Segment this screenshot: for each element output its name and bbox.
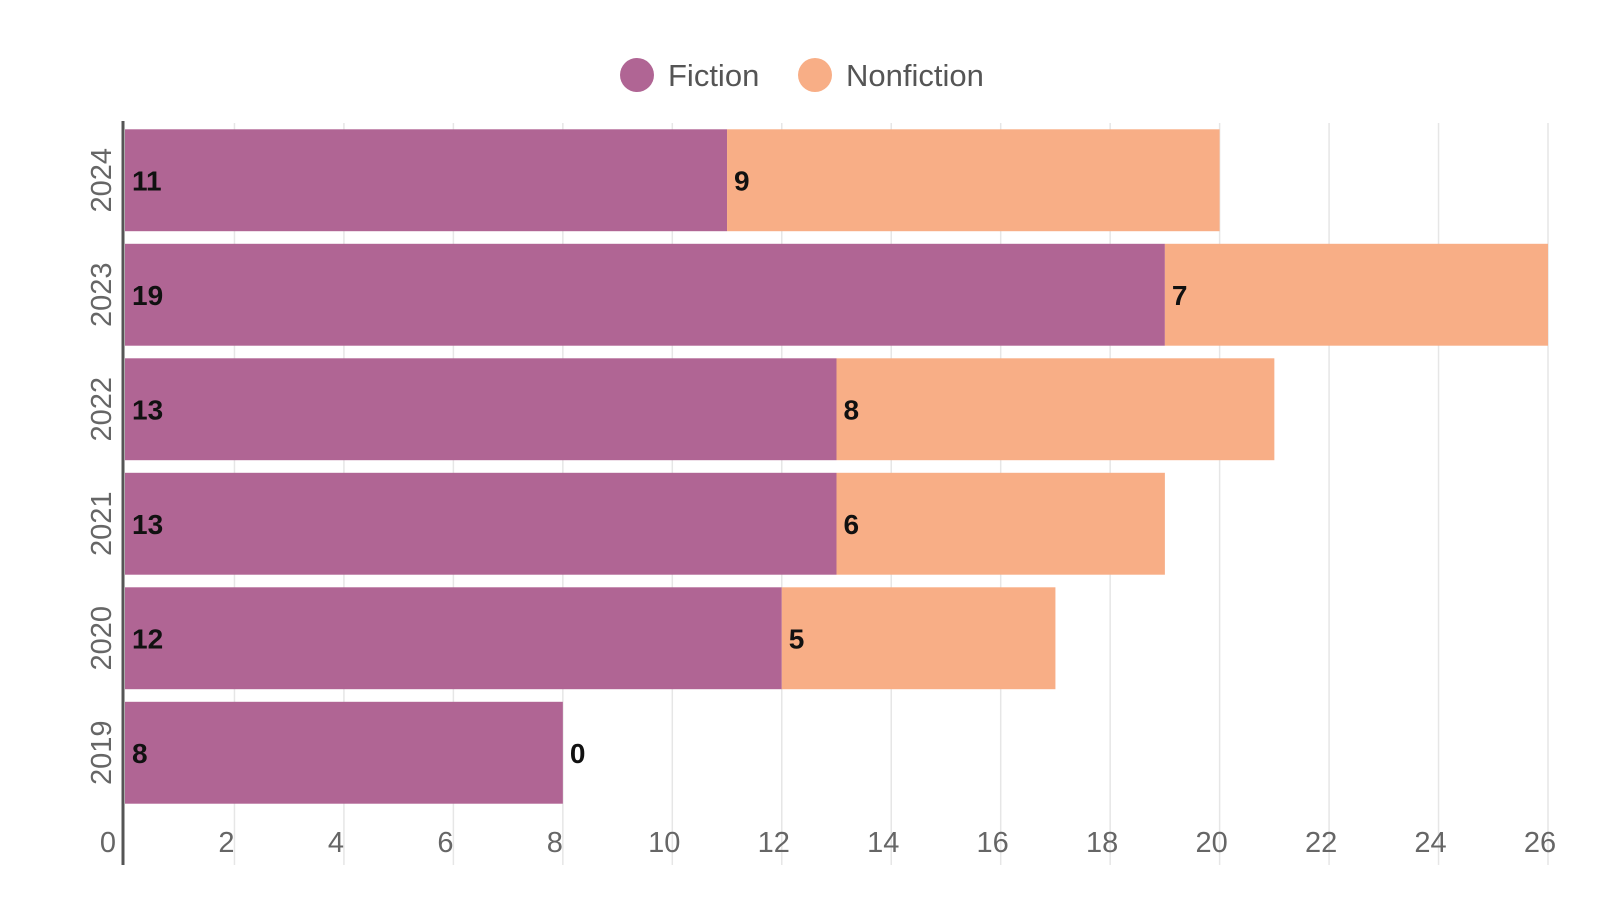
data-label-fiction-2021: 13 — [132, 509, 163, 540]
bar-nonfiction-2020 — [781, 587, 1056, 690]
x-tick-label: 24 — [1414, 827, 1446, 859]
data-label-fiction-2020: 12 — [132, 623, 163, 654]
x-tick-label: 18 — [1086, 827, 1118, 859]
bars — [125, 129, 1548, 804]
bar-nonfiction-2023 — [1164, 243, 1548, 346]
y-category-label: 2022 — [86, 377, 118, 442]
y-category-label: 2023 — [86, 262, 118, 327]
legend-item-fiction[interactable]: Fiction — [620, 58, 759, 93]
data-label-fiction-2024: 11 — [132, 165, 162, 196]
legend-item-nonfiction[interactable]: Nonfiction — [798, 58, 984, 93]
x-tick-label: 12 — [758, 827, 790, 859]
bar-fiction-2020 — [125, 587, 782, 690]
data-label-nonfiction-2024: 9 — [734, 165, 750, 196]
data-label-fiction-2023: 19 — [132, 280, 163, 311]
legend-label: Fiction — [668, 58, 759, 93]
data-label-fiction-2022: 13 — [132, 394, 163, 425]
legend-swatch — [798, 58, 832, 92]
bar-nonfiction-2021 — [836, 472, 1165, 575]
bar-nonfiction-2024 — [727, 129, 1220, 232]
legend: Fiction Nonfiction — [620, 58, 984, 93]
y-category-label: 2024 — [86, 148, 118, 213]
bar-fiction-2023 — [125, 243, 1165, 346]
bar-fiction-2021 — [125, 472, 837, 575]
data-label-nonfiction-2020: 5 — [789, 623, 805, 654]
data-label-fiction-2019: 8 — [132, 738, 148, 769]
x-tick-label: 16 — [977, 827, 1009, 859]
x-tick-label: 8 — [547, 827, 563, 859]
data-label-nonfiction-2021: 6 — [844, 509, 860, 540]
bar-fiction-2022 — [125, 358, 837, 461]
data-label-nonfiction-2019: 0 — [570, 738, 586, 769]
bar-nonfiction-2022 — [836, 358, 1275, 461]
x-tick-label: 2 — [218, 827, 234, 859]
bar-fiction-2019 — [125, 701, 563, 804]
data-label-nonfiction-2023: 7 — [1172, 280, 1188, 311]
x-tick-label: 10 — [648, 827, 680, 859]
x-tick-label: 20 — [1195, 827, 1227, 859]
x-tick-label: 26 — [1524, 827, 1556, 859]
y-category-label: 2019 — [86, 720, 118, 785]
legend-swatch — [620, 58, 654, 92]
bar-fiction-2024 — [125, 129, 728, 232]
x-tick-label: 14 — [867, 827, 899, 859]
x-tick-label: 22 — [1305, 827, 1337, 859]
axes: 0 2 4 6 8 10 12 14 16 18 20 22 24 2620242023202220212… — [86, 121, 1556, 865]
y-category-label: 2020 — [86, 606, 118, 671]
data-label-nonfiction-2022: 8 — [844, 394, 860, 425]
y-category-label: 2021 — [86, 491, 118, 556]
x-tick-label: 4 — [328, 827, 344, 859]
legend-label: Nonfiction — [846, 58, 984, 93]
data-labels: 11 9 19 7 13 8 13 6 12 5 8 0 — [132, 165, 1188, 770]
x-tick-label: 6 — [437, 827, 453, 859]
x-tick-label: 0 — [100, 827, 116, 859]
